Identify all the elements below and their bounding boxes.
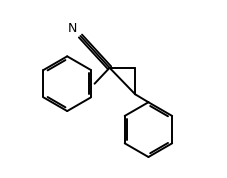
Text: N: N <box>67 22 77 35</box>
